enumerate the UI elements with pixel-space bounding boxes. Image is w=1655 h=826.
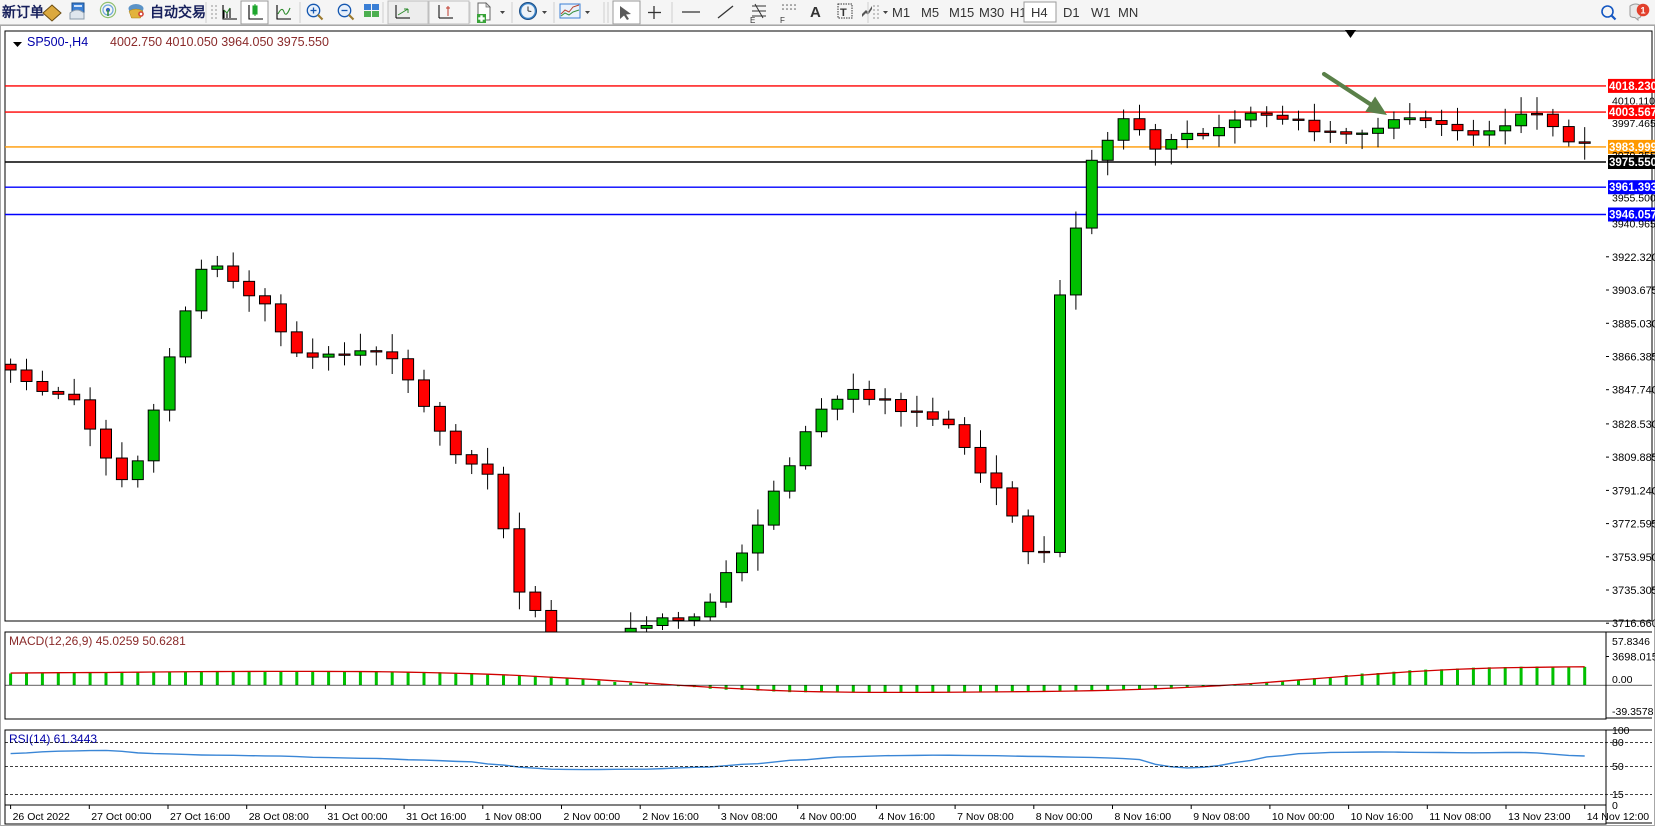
svg-text:3753.950: 3753.950 [1612,552,1655,564]
svg-text:31 Oct 16:00: 31 Oct 16:00 [406,811,466,823]
svg-text:新订单: 新订单 [2,4,44,20]
svg-text:3940.965: 3940.965 [1612,219,1655,231]
svg-text:SP500-,H4: SP500-,H4 [27,35,88,49]
svg-text:A: A [810,4,821,21]
svg-text:50: 50 [1612,761,1624,773]
svg-text:9 Nov 08:00: 9 Nov 08:00 [1193,811,1250,823]
svg-text:M15: M15 [949,5,974,20]
svg-text:W1: W1 [1091,5,1111,20]
svg-text:3866.385: 3866.385 [1612,352,1655,364]
svg-text:3772.595: 3772.595 [1612,519,1655,531]
svg-text:3997.465: 3997.465 [1612,118,1655,130]
svg-text:M30: M30 [979,5,1004,20]
svg-text:2 Nov 16:00: 2 Nov 16:00 [642,811,699,823]
svg-text:-39.3578: -39.3578 [1612,706,1654,718]
svg-text:10 Nov 16:00: 10 Nov 16:00 [1351,811,1414,823]
svg-text:31 Oct 00:00: 31 Oct 00:00 [327,811,387,823]
svg-text:D1: D1 [1063,5,1080,20]
svg-text:7 Nov 08:00: 7 Nov 08:00 [957,811,1014,823]
svg-text:2 Nov 00:00: 2 Nov 00:00 [564,811,621,823]
svg-text:3922.320: 3922.320 [1612,252,1655,264]
svg-text:M5: M5 [921,5,939,20]
svg-text:8 Nov 16:00: 8 Nov 16:00 [1115,811,1172,823]
svg-text:27 Oct 00:00: 27 Oct 00:00 [91,811,151,823]
svg-text:14 Nov 12:00: 14 Nov 12:00 [1587,811,1650,823]
svg-text:10 Nov 00:00: 10 Nov 00:00 [1272,811,1335,823]
svg-text:3903.675: 3903.675 [1612,285,1655,297]
svg-text:3885.030: 3885.030 [1612,318,1655,330]
svg-text:57.8346: 57.8346 [1612,636,1650,648]
svg-text:M1: M1 [892,5,910,20]
svg-text:4 Nov 16:00: 4 Nov 16:00 [878,811,935,823]
svg-text:3955.500: 3955.500 [1612,193,1655,205]
svg-text:4018.230: 4018.230 [1609,81,1655,93]
svg-text:4 Nov 00:00: 4 Nov 00:00 [800,811,857,823]
svg-text:自动交易: 自动交易 [150,4,206,20]
svg-text:80: 80 [1612,737,1624,749]
svg-text:8 Nov 00:00: 8 Nov 00:00 [1036,811,1093,823]
svg-text:28 Oct 08:00: 28 Oct 08:00 [249,811,309,823]
svg-text:MACD(12,26,9) 45.0259 50.6281: MACD(12,26,9) 45.0259 50.6281 [9,634,186,648]
svg-text:3828.530: 3828.530 [1612,419,1655,431]
svg-text:1 Nov 08:00: 1 Nov 08:00 [485,811,542,823]
svg-text:4002.750 4010.050 3964.050 397: 4002.750 4010.050 3964.050 3975.550 [110,35,329,49]
svg-text:0.00: 0.00 [1612,674,1633,686]
svg-text:H4: H4 [1031,5,1048,20]
svg-text:3847.740: 3847.740 [1612,385,1655,397]
svg-text:3975.550: 3975.550 [1609,157,1655,169]
svg-text:RSI(14) 61.3443: RSI(14) 61.3443 [9,732,97,746]
svg-text:27 Oct 16:00: 27 Oct 16:00 [170,811,230,823]
svg-text:3716.660: 3716.660 [1612,618,1655,630]
svg-text:3809.885: 3809.885 [1612,452,1655,464]
svg-text:13 Nov 23:00: 13 Nov 23:00 [1508,811,1571,823]
svg-text:26 Oct 2022: 26 Oct 2022 [13,811,70,823]
svg-text:1: 1 [1640,6,1645,16]
svg-text:T: T [840,7,847,19]
svg-text:F: F [780,16,785,25]
svg-text:3791.240: 3791.240 [1612,485,1655,497]
svg-text:3 Nov 08:00: 3 Nov 08:00 [721,811,778,823]
svg-text:MN: MN [1118,5,1138,20]
svg-text:100: 100 [1612,725,1630,737]
svg-text:E: E [750,16,755,25]
svg-text:11 Nov 08:00: 11 Nov 08:00 [1429,811,1491,823]
svg-text:3735.305: 3735.305 [1612,585,1655,597]
